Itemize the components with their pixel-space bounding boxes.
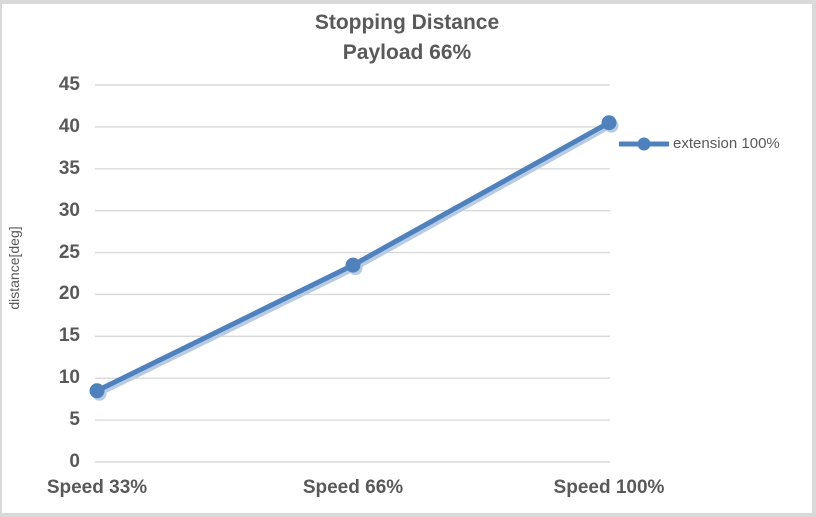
- y-tick-label: 30: [58, 199, 80, 221]
- y-tick-label: 10: [58, 367, 80, 389]
- x-axis-label: Speed 66%: [302, 477, 404, 498]
- x-axis-label: Speed 33%: [46, 477, 148, 498]
- legend-line-marker-icon: [619, 137, 669, 151]
- y-tick-label: 35: [58, 157, 80, 179]
- series-line: [94, 120, 612, 394]
- plot-area: [89, 84, 619, 463]
- y-tick-label: 40: [58, 115, 80, 137]
- x-axis-label: Speed 100%: [553, 477, 665, 498]
- y-tick-label: 5: [69, 409, 80, 431]
- y-tick-label: 45: [58, 74, 80, 95]
- legend-series-label: extension 100%: [673, 135, 780, 152]
- y-tick-label: 25: [58, 241, 80, 263]
- chart-title-line2: Payload 66%: [342, 41, 472, 64]
- y-tick-label: 0: [69, 451, 80, 472]
- data-point-marker: [601, 115, 617, 131]
- data-point-marker: [345, 257, 361, 273]
- legend[interactable]: extension 100%: [618, 133, 780, 155]
- data-point-marker: [89, 383, 105, 399]
- chart-title-line1: Stopping Distance: [314, 11, 500, 34]
- chart-title: Stopping Distance Payload 66%: [2, 8, 812, 68]
- y-tick-label: 15: [58, 325, 80, 347]
- y-tick-label: 20: [58, 283, 80, 305]
